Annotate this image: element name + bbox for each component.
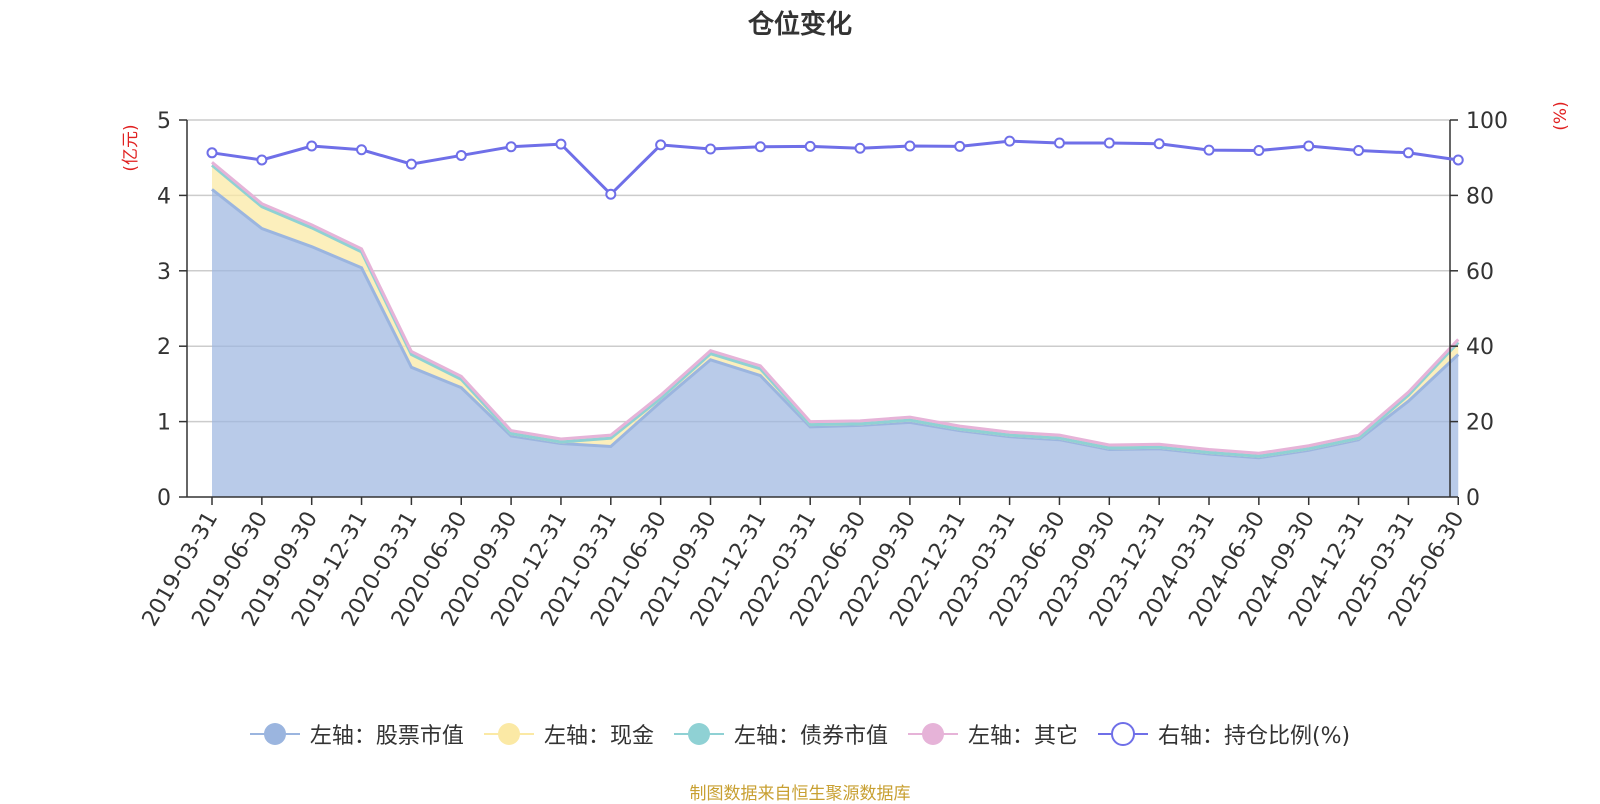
legend-label: 左轴：债券市值 xyxy=(733,724,888,749)
area-左轴：股票市值 xyxy=(212,189,1459,498)
ratio-point xyxy=(754,141,766,153)
ratio-point xyxy=(1153,138,1165,150)
right-tick-label: 100 xyxy=(1466,109,1508,134)
ratio-point xyxy=(1452,154,1464,166)
ratio-point xyxy=(1053,137,1065,149)
ratio-point xyxy=(655,139,667,151)
axes xyxy=(179,119,1459,505)
ratio-point xyxy=(705,143,716,155)
legend-filled-circle-icon xyxy=(673,723,724,745)
ratio-point xyxy=(206,147,218,159)
right-tick-label: 80 xyxy=(1466,184,1494,209)
ratio-point xyxy=(1004,135,1016,147)
left-tick-label: 2 xyxy=(157,335,171,360)
stacked-areas xyxy=(211,161,1460,498)
left-tick-label: 3 xyxy=(157,260,171,285)
right-tick-label: 0 xyxy=(1466,486,1480,511)
ratio-point xyxy=(1203,144,1215,156)
left-tick-label: 4 xyxy=(157,184,171,209)
legend-item[interactable]: 左轴：债券市值 xyxy=(673,718,888,750)
ratio-point xyxy=(256,154,268,166)
legend: 左轴：股票市值 左轴：现金 左轴：债券市值 左轴：其它 右轴：持仓比例(%) xyxy=(0,718,1600,750)
left-axis-label: (亿元) xyxy=(121,124,141,171)
ratio-point xyxy=(904,140,916,152)
right-tick-label: 20 xyxy=(1466,411,1494,436)
left-tick-label: 5 xyxy=(157,109,171,134)
ratio-point xyxy=(1303,140,1315,152)
ratio-point xyxy=(356,144,368,156)
source-note: 制图数据来自恒生聚源数据库 xyxy=(689,784,911,804)
legend-filled-circle-icon xyxy=(483,723,534,745)
legend-item[interactable]: 左轴：股票市值 xyxy=(249,718,464,750)
ratio-point xyxy=(804,140,816,152)
area-edge-左轴：其它 xyxy=(211,161,1460,455)
legend-item[interactable]: 左轴：其它 xyxy=(907,718,1078,750)
legend-item[interactable]: 左轴：现金 xyxy=(483,718,654,750)
left-tick-label: 1 xyxy=(157,411,171,436)
ratio-point xyxy=(505,141,517,153)
ratio-point xyxy=(1353,145,1365,157)
left-tick-label: 0 xyxy=(157,486,171,511)
ratio-point xyxy=(1402,147,1414,159)
legend-item[interactable]: 右轴：持仓比例(%) xyxy=(1097,718,1351,750)
ratio-point xyxy=(1103,137,1115,149)
ratio-point xyxy=(306,140,318,152)
area-edge-左轴：债券市值 xyxy=(211,164,1460,458)
ratio-point xyxy=(1253,145,1265,157)
legend-hollow-circle-icon xyxy=(1097,722,1148,746)
chart-title: 仓位变化 xyxy=(747,10,852,40)
legend-filled-circle-icon xyxy=(249,723,300,745)
area-edge-左轴：股票市值 xyxy=(211,188,1460,460)
right-axis-label: (%) xyxy=(1551,101,1571,130)
ratio-point xyxy=(854,142,866,154)
ratio-point xyxy=(455,149,467,161)
legend-filled-circle-icon xyxy=(907,723,958,745)
ratio-point xyxy=(605,188,617,200)
right-tick-label: 60 xyxy=(1466,260,1494,285)
legend-label: 左轴：股票市值 xyxy=(309,724,464,749)
ratio-line xyxy=(211,139,1459,197)
legend-label: 右轴：持仓比例(%) xyxy=(1157,724,1351,749)
legend-label: 左轴：其它 xyxy=(967,724,1078,749)
right-tick-label: 40 xyxy=(1466,335,1494,360)
ratio-line-layer xyxy=(206,135,1464,200)
ratio-point xyxy=(405,158,417,170)
ratio-point xyxy=(954,140,966,152)
legend-label: 左轴：现金 xyxy=(543,724,654,749)
ratio-point xyxy=(555,138,567,150)
